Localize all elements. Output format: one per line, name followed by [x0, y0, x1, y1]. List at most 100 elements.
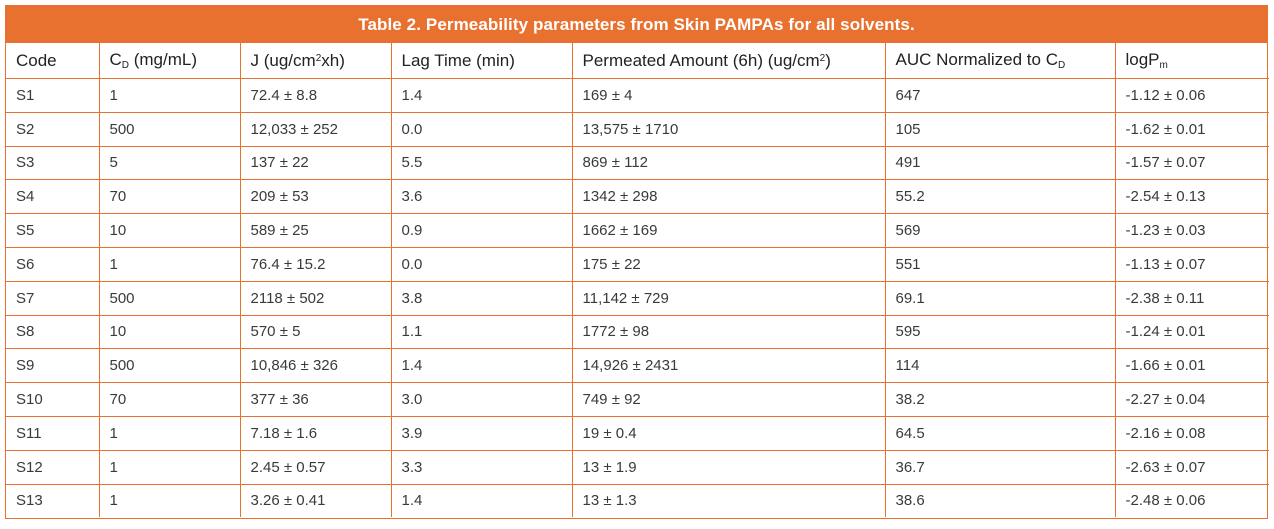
header-auc-sub: D [1058, 60, 1066, 71]
cell-code: S3 [6, 145, 100, 181]
header-lag-time: Lag Time (min) [390, 43, 573, 79]
cell-lag: 3.6 [390, 179, 573, 215]
table-row: S7 500 2118 ± 502 3.8 11,142 ± 729 69.1 -2.38 … [6, 280, 1269, 316]
table-row: S6 1 76.4 ± 15.2 0.0 175 ± 22 551 -1.13 ± 0.07 [6, 246, 1269, 282]
cell-code: S9 [6, 348, 100, 384]
cell-logp: -2.16 ± 0.08 [1114, 415, 1269, 451]
header-permeated-amount: Permeated Amount (6h) (ug/cm2) [571, 43, 886, 79]
cell-j: 209 ± 53 [239, 179, 392, 215]
cell-code: S4 [6, 179, 100, 215]
cell-j: 10,846 ± 326 [239, 348, 392, 384]
cell-logp: -2.27 ± 0.04 [1114, 382, 1269, 417]
cell-auc: 36.7 [884, 449, 1116, 485]
cell-lag: 1.4 [390, 348, 573, 384]
cell-perm: 1342 ± 298 [571, 179, 886, 215]
header-perm-main: Permeated Amount (6h) (ug/cm [582, 50, 820, 70]
permeability-table: Code CD (mg/mL) J (ug/cm2xh) Lag Time (m… [6, 43, 1269, 518]
header-logp-sub: m [1159, 60, 1168, 71]
cell-perm: 175 ± 22 [571, 246, 886, 282]
cell-perm: 13,575 ± 1710 [571, 111, 886, 147]
cell-lag: 0.9 [390, 213, 573, 248]
cell-auc: 38.2 [884, 382, 1116, 417]
cell-perm: 13 ± 1.9 [571, 449, 886, 485]
cell-j: 377 ± 36 [239, 382, 392, 417]
cell-code: S1 [6, 78, 100, 113]
cell-code: S12 [6, 449, 100, 485]
cell-j: 7.18 ± 1.6 [239, 415, 392, 451]
cell-auc: 647 [884, 78, 1116, 113]
cell-cd: 70 [98, 382, 241, 417]
cell-auc: 569 [884, 213, 1116, 248]
table-row: S1 1 72.4 ± 8.8 1.4 169 ± 4 647 -1.12 ± 0.06 [6, 78, 1269, 113]
table-row: S2 500 12,033 ± 252 0.0 13,575 ± 1710 105 -1.6… [6, 111, 1269, 147]
cell-cd: 10 [98, 314, 241, 350]
cell-perm: 749 ± 92 [571, 382, 886, 417]
cell-cd: 500 [98, 111, 241, 147]
cell-logp: -1.66 ± 0.01 [1114, 348, 1269, 384]
header-logp-main: logP [1125, 50, 1160, 69]
cell-code: S13 [6, 483, 100, 518]
permeability-table-container: Table 2. Permeability parameters from Sk… [5, 5, 1269, 519]
table-body: S1 1 72.4 ± 8.8 1.4 169 ± 4 647 -1.12 ± 0.06 S2… [6, 78, 1269, 518]
cell-cd: 5 [98, 145, 241, 181]
cell-lag: 3.8 [390, 280, 573, 316]
cell-logp: -1.23 ± 0.03 [1114, 213, 1269, 248]
cell-auc: 38.6 [884, 483, 1116, 518]
header-cd-main: C [109, 50, 122, 69]
cell-logp: -1.24 ± 0.01 [1114, 314, 1269, 350]
header-cd: CD (mg/mL) [98, 43, 241, 79]
cell-j: 72.4 ± 8.8 [239, 78, 392, 113]
header-j: J (ug/cm2xh) [239, 43, 392, 79]
cell-perm: 11,142 ± 729 [571, 280, 886, 316]
table-row: S9 500 10,846 ± 326 1.4 14,926 ± 2431 114 -1.6… [6, 348, 1269, 384]
cell-auc: 114 [884, 348, 1116, 384]
table-row: S3 5 137 ± 22 5.5 869 ± 112 491 -1.57 ± 0.07 [6, 145, 1269, 181]
cell-logp: -1.62 ± 0.01 [1114, 111, 1269, 147]
cell-cd: 1 [98, 449, 241, 485]
cell-logp: -2.54 ± 0.13 [1114, 179, 1269, 215]
cell-j: 12,033 ± 252 [239, 111, 392, 147]
header-logp: logPm [1114, 43, 1269, 79]
cell-auc: 55.2 [884, 179, 1116, 215]
table-row: S13 1 3.26 ± 0.41 1.4 13 ± 1.3 38.6 -2.48 ± 0.… [6, 483, 1269, 518]
cell-code: S7 [6, 280, 100, 316]
cell-cd: 1 [98, 415, 241, 451]
cell-cd: 1 [98, 246, 241, 282]
cell-perm: 1772 ± 98 [571, 314, 886, 350]
cell-auc: 64.5 [884, 415, 1116, 451]
cell-j: 137 ± 22 [239, 145, 392, 181]
cell-j: 76.4 ± 15.2 [239, 246, 392, 282]
cell-perm: 169 ± 4 [571, 78, 886, 113]
cell-lag: 1.1 [390, 314, 573, 350]
cell-logp: -2.48 ± 0.06 [1114, 483, 1269, 518]
cell-auc: 105 [884, 111, 1116, 147]
header-perm-sup: 2 [819, 52, 826, 64]
header-j-rest: xh) [321, 50, 345, 70]
cell-cd: 500 [98, 280, 241, 316]
table-row: S4 70 209 ± 53 3.6 1342 ± 298 55.2 -2.54 ± 0.1… [6, 179, 1269, 215]
header-auc-main: AUC Normalized to C [895, 50, 1059, 69]
cell-j: 589 ± 25 [239, 213, 392, 248]
header-cd-rest: (mg/mL) [129, 50, 198, 69]
table-row: S10 70 377 ± 36 3.0 749 ± 92 38.2 -2.27 ± 0.04 [6, 382, 1269, 417]
cell-perm: 19 ± 0.4 [571, 415, 886, 451]
cell-auc: 491 [884, 145, 1116, 181]
cell-cd: 500 [98, 348, 241, 384]
header-code: Code [6, 43, 100, 79]
cell-code: S5 [6, 213, 100, 248]
cell-perm: 1662 ± 169 [571, 213, 886, 248]
cell-auc: 69.1 [884, 280, 1116, 316]
table-row: S5 10 589 ± 25 0.9 1662 ± 169 569 -1.23 ± 0.03 [6, 213, 1269, 248]
cell-j: 570 ± 5 [239, 314, 392, 350]
cell-cd: 1 [98, 78, 241, 113]
cell-code: S8 [6, 314, 100, 350]
cell-logp: -1.57 ± 0.07 [1114, 145, 1269, 181]
cell-logp: -1.13 ± 0.07 [1114, 246, 1269, 282]
cell-lag: 0.0 [390, 111, 573, 147]
cell-auc: 551 [884, 246, 1116, 282]
cell-cd: 1 [98, 483, 241, 518]
cell-code: S11 [6, 415, 100, 451]
cell-code: S10 [6, 382, 100, 417]
cell-j: 2118 ± 502 [239, 280, 392, 316]
cell-j: 2.45 ± 0.57 [239, 449, 392, 485]
